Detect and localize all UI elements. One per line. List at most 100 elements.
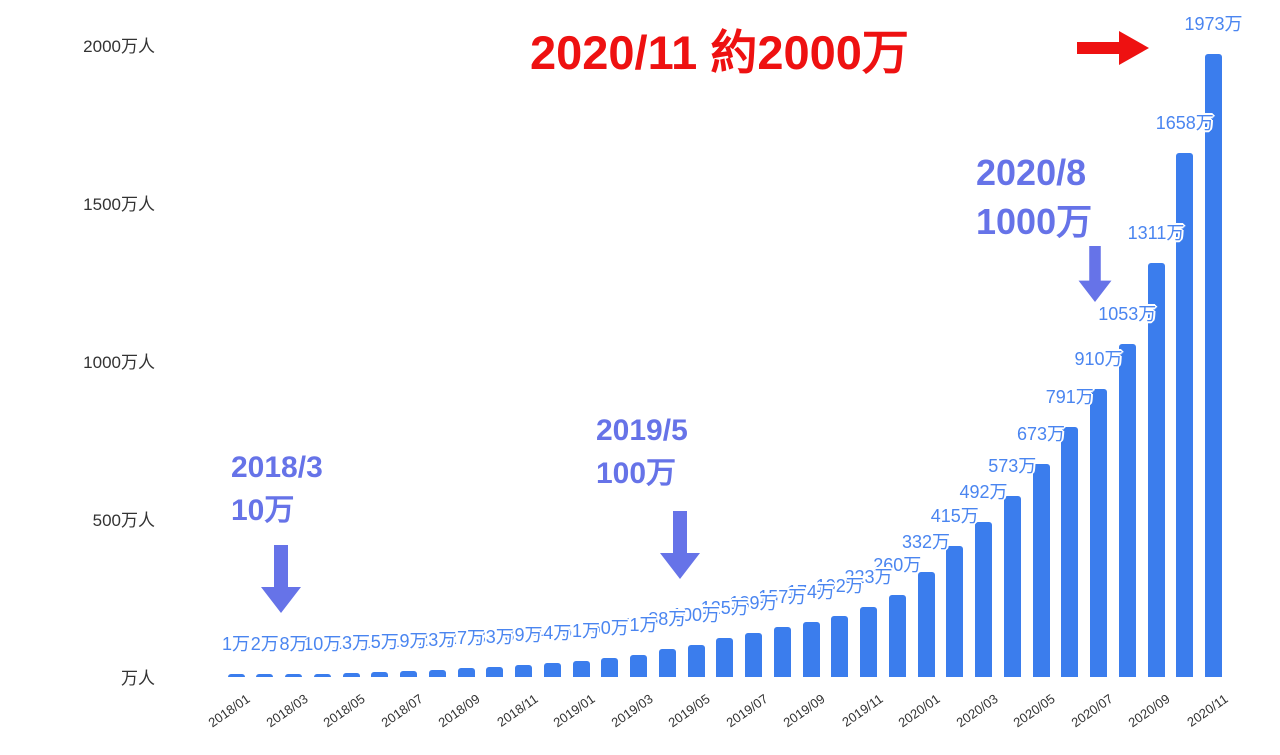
bar: [773, 627, 791, 677]
annotation-date: 2020/8: [976, 152, 1087, 193]
down-arrow-icon: [660, 511, 700, 579]
bar: [716, 637, 734, 677]
bar-value-label: 60万: [590, 618, 629, 639]
y-axis-label: 500万人: [92, 511, 155, 530]
x-axis-label: 2018/03: [262, 691, 311, 731]
bar-value-label: 1658万: [1155, 113, 1214, 134]
bar-value-label: 27万: [446, 628, 486, 649]
bar-value-label: 8万: [279, 634, 308, 654]
x-axis-label: 2018/01: [205, 691, 253, 731]
bar: [227, 674, 245, 677]
bar: [256, 674, 274, 677]
right-arrow-icon: [1077, 31, 1149, 65]
bar: [601, 658, 619, 677]
bar: [630, 654, 647, 677]
bar-value-label: 673万: [1016, 424, 1066, 445]
bar-value-label: 791万: [1045, 387, 1094, 408]
annotation-2020-8: 2020/8 1000万: [976, 148, 1092, 246]
bar: [342, 672, 360, 677]
annotation-date: 2019/5: [596, 414, 688, 447]
annotation-2018-3: 2018/3 10万: [231, 446, 323, 532]
bar-value-label: 10万: [303, 633, 342, 654]
bar-value-label: 1053万: [1098, 304, 1157, 325]
bar-value-label: 71万: [619, 614, 658, 635]
bar: [860, 606, 877, 677]
bar: [1003, 495, 1021, 677]
bar-value-label: 100万: [671, 605, 721, 626]
bar-value-label: 332万: [901, 532, 951, 553]
bar-value-label: 415万: [930, 505, 979, 526]
bar: [975, 521, 992, 677]
bar: [400, 670, 417, 677]
bar-value-label: 139万: [729, 593, 778, 614]
bar: [1090, 389, 1107, 677]
x-axis-label: 2020/03: [952, 691, 1001, 731]
bar: [486, 666, 504, 677]
y-axis-label: 万人: [121, 669, 155, 688]
bar-value-label: 174万: [786, 582, 836, 603]
bar-value-label: 260万: [873, 554, 922, 575]
bar-value-label: 573万: [988, 455, 1037, 476]
bar: [1147, 262, 1165, 677]
x-axis-label: 2019/09: [780, 691, 828, 731]
x-axis-label: 2018/09: [435, 691, 483, 731]
bar-value-label: 1万: [221, 634, 251, 654]
headline-2020-11: 2020/11 約2000万: [530, 26, 909, 79]
x-axis-label: 2018/05: [320, 691, 368, 731]
bar-value-label: 1311万: [1127, 222, 1185, 243]
bar: [543, 663, 561, 677]
x-axis-label: 2018/11: [493, 691, 541, 730]
bar-value-label: 33万: [475, 626, 514, 647]
bar: [802, 622, 820, 677]
bar: [946, 545, 964, 677]
annotation-date: 2018/3: [231, 451, 323, 484]
bar: [687, 645, 705, 677]
bar: [313, 673, 331, 677]
bar: [515, 664, 532, 677]
down-arrow-icon: [1078, 246, 1112, 302]
bar-value-label: 192万: [815, 576, 864, 597]
annotation-value: 1000万: [976, 201, 1093, 242]
bar: [888, 594, 906, 677]
bar-value-label: 13万: [331, 632, 371, 653]
bar-value-label: 39万: [504, 624, 543, 645]
bar-value-label: 44万: [533, 623, 572, 644]
y-axis-label: 1000万人: [83, 353, 155, 372]
x-axis-label: 2020/05: [1010, 691, 1058, 731]
x-axis-label: 2019/05: [665, 691, 713, 731]
bar: [428, 669, 446, 677]
x-axis-label: 2019/07: [722, 691, 771, 731]
bar-value-label: 910万: [1074, 349, 1123, 370]
bar: [1205, 53, 1222, 677]
bar: [1118, 344, 1136, 677]
bar: [285, 674, 302, 677]
y-axis-label: 1500万人: [83, 195, 155, 214]
annotation-2019-5: 2019/5 100万: [596, 409, 688, 495]
bar-value-label: 492万: [959, 481, 1008, 502]
bar-value-label: 223万: [844, 566, 893, 587]
x-axis-label: 2020/09: [1125, 691, 1173, 731]
bar: [745, 633, 762, 677]
bar-value-label: 19万: [389, 630, 428, 651]
bar: [1032, 464, 1050, 677]
bar-value-label: 15万: [360, 632, 399, 653]
bar-value-label: 1973万: [1184, 13, 1243, 34]
x-axis-label: 2020/11: [1183, 691, 1231, 730]
bar: [1061, 427, 1079, 677]
down-arrow-icon: [261, 545, 301, 613]
bar-value-label: 157万: [758, 587, 807, 608]
annotation-value: 10万: [231, 494, 295, 527]
x-axis-label: 2019/11: [838, 691, 886, 730]
bar-value-label: 88万: [648, 609, 687, 630]
bar: [371, 672, 389, 677]
y-axis-label: 2000万人: [83, 37, 155, 56]
bar-value-label: 23万: [418, 629, 457, 650]
x-axis-label: 2020/07: [1067, 691, 1116, 731]
bar: [917, 572, 935, 677]
bar: [572, 660, 590, 677]
bar: [1176, 153, 1194, 677]
bar: [457, 668, 475, 677]
x-axis-label: 2020/01: [895, 691, 943, 731]
x-axis-label: 2019/03: [607, 691, 656, 731]
